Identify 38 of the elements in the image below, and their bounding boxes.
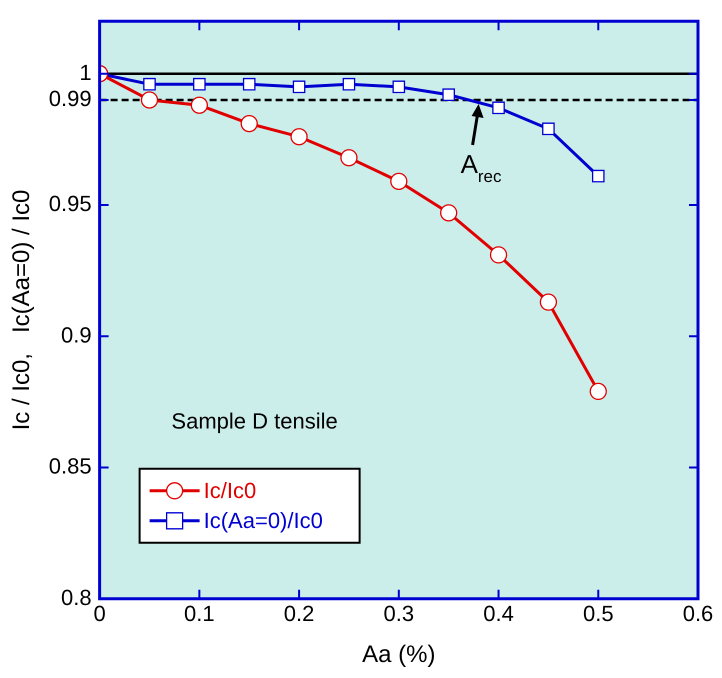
- y-tick-label: 0.85: [48, 454, 92, 479]
- point: [392, 80, 406, 94]
- point: [140, 91, 158, 109]
- x-tick-label: 0.2: [284, 601, 314, 626]
- y-tick-label: 0.99: [48, 86, 92, 112]
- y-tick-label: 1: [79, 60, 92, 85]
- point: [540, 293, 558, 311]
- y-tick-label: 0.8: [61, 584, 92, 610]
- point: [292, 80, 306, 94]
- point: [143, 78, 156, 91]
- x-tick-label: 0.5: [582, 601, 614, 626]
- point: [340, 149, 358, 166]
- x-tick-label: 0.1: [184, 601, 215, 626]
- point: [592, 170, 605, 182]
- point: [342, 78, 356, 91]
- point: [390, 172, 408, 190]
- point: [440, 204, 458, 222]
- x-axis-title: Aa (%): [362, 641, 436, 668]
- point: [290, 128, 308, 146]
- point: [240, 114, 258, 132]
- y-tick-label: 0.95: [48, 191, 92, 216]
- x-tick-label: 0.3: [384, 601, 414, 626]
- annotation: Sample D tensile: [171, 408, 338, 434]
- point: [542, 122, 555, 136]
- point: [190, 96, 208, 114]
- point: [242, 78, 256, 91]
- point: [590, 382, 607, 400]
- point: [492, 102, 505, 114]
- x-tick-label: 0.6: [682, 601, 714, 626]
- y-axis-title: Ic / Ic0, Ic(Aa=0) / Ic0: [8, 190, 36, 430]
- y-tick-label: 0.9: [61, 322, 92, 348]
- x-tick-label: 0.4: [483, 601, 514, 626]
- x-tick-label: 0: [93, 601, 106, 626]
- legend-label: Ic/Ic0: [204, 478, 256, 503]
- legend-label: Ic(Aa=0)/Ic0: [204, 508, 323, 533]
- point: [442, 88, 455, 102]
- point: [193, 78, 206, 91]
- point: [490, 246, 508, 264]
